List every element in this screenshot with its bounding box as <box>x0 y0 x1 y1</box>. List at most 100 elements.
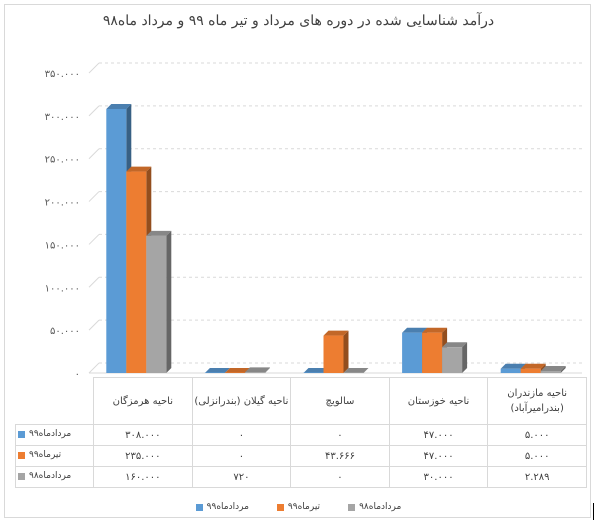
bar-side-2-1 <box>264 367 270 373</box>
legend-swatch-0 <box>195 503 203 511</box>
bar-2-2 <box>343 368 369 373</box>
category-label-4: ناحیه مازندران (بندرامیرآباد) <box>487 377 587 425</box>
table-row: مردادماه۹۹ ۳۰۸.۰۰۰ ۰ ۰ ۴۷.۰۰۰ ۵.۰۰۰ <box>15 424 587 446</box>
bar-2-0 <box>146 230 172 373</box>
text-cursor <box>593 503 594 520</box>
chart-plot: ۰ ۵۰.۰۰۰ ۱۰۰.۰۰۰ ۱۵۰.۰۰۰ ۲۰۰.۰۰۰ ۲۵۰.۰۰۰ ۳۰۰.۰… <box>45 62 582 380</box>
y-tick-label-3: ۱۵۰.۰۰۰ <box>45 240 80 251</box>
data-table: ناحیه هرمزگان ناحیه گیلان (بندرانزلی) سالو… <box>15 377 587 488</box>
table-corner <box>15 377 94 425</box>
gridline-diagonal-5 <box>88 148 100 160</box>
bar-top-2-4 <box>540 366 566 372</box>
series-label-1: تیرماه۹۹ <box>15 445 94 467</box>
data-label-2-4: ۲.۲۸۹ <box>487 466 587 488</box>
bar-top-1-3 <box>422 327 448 333</box>
bar-front-0-0 <box>106 109 127 373</box>
bar-front-0-2 <box>303 372 324 373</box>
bar-0-2 <box>303 368 329 373</box>
bar-front-2-3 <box>442 347 463 373</box>
bar-front-1-3 <box>422 332 443 373</box>
series-swatch-1 <box>18 451 25 459</box>
bar-top-2-0 <box>146 230 172 236</box>
legend-label-2: مردادماه۹۸ <box>359 502 402 512</box>
bar-front-0-4 <box>500 368 521 373</box>
y-tick-label-2: ۱۰۰.۰۰۰ <box>45 283 80 294</box>
category-label-2: سالویچ <box>290 377 390 425</box>
gridline-diagonal-0 <box>88 362 100 374</box>
bar-side-1-2 <box>343 330 349 373</box>
bar-2-3 <box>442 342 468 373</box>
bar-side-2-0 <box>166 230 172 373</box>
bar-top-0-0 <box>106 104 132 109</box>
data-label-0-2: ۰ <box>290 424 390 446</box>
data-label-1-1: ۰ <box>191 445 292 467</box>
gridline-diagonal-4 <box>88 191 100 202</box>
bar-front-1-1 <box>224 372 245 373</box>
bar-front-2-4 <box>540 371 561 373</box>
series-name-0: مردادماه۹۹ <box>29 429 72 440</box>
bar-top-0-2 <box>303 368 329 373</box>
data-label-1-2: ۴۳.۶۶۶ <box>290 445 390 467</box>
data-label-1-0: ۲۳۵.۰۰۰ <box>93 445 193 467</box>
legend-swatch-2 <box>348 503 356 511</box>
series-name-1: تیرماه۹۹ <box>29 450 62 461</box>
series-swatch-2 <box>18 472 25 480</box>
series-name-2: مردادماه۹۸ <box>29 471 72 482</box>
bar-top-1-2 <box>323 330 349 336</box>
category-label-0: ناحیه هرمزگان <box>93 377 193 425</box>
bar-top-2-3 <box>442 342 468 348</box>
bar-1-2 <box>323 330 349 373</box>
series-label-2: مردادماه۹۸ <box>15 466 94 488</box>
table-header-row: ناحیه هرمزگان ناحیه گیلان (بندرانزلی) سالو… <box>15 377 587 425</box>
gridline-diagonal-1 <box>88 319 100 331</box>
data-label-0-4: ۵.۰۰۰ <box>487 424 587 446</box>
bar-top-1-0 <box>126 166 152 172</box>
category-label-3: ناحیه خوزستان <box>388 377 489 425</box>
bar-top-1-4 <box>520 363 546 369</box>
bar-2-1 <box>244 367 270 373</box>
data-label-0-0: ۳۰۸.۰۰۰ <box>93 424 193 446</box>
data-label-2-3: ۳۰.۰۰۰ <box>388 466 489 488</box>
bar-front-1-0 <box>126 171 147 373</box>
legend-swatch-1 <box>276 503 284 511</box>
gridline-diagonal-2 <box>88 276 100 288</box>
bar-front-2-0 <box>146 235 167 373</box>
series-swatch-0 <box>18 430 25 438</box>
data-label-2-0: ۱۶۰.۰۰۰ <box>93 466 193 488</box>
bar-front-1-4 <box>520 368 541 373</box>
bar-front-2-1 <box>244 372 265 373</box>
gridline-diagonal-7 <box>88 62 100 74</box>
legend-entry-2: مردادماه۹۸ <box>348 502 401 512</box>
bar-top-1-1 <box>224 368 250 373</box>
bar-top-2-1 <box>244 367 270 373</box>
bar-front-1-2 <box>323 335 344 373</box>
bar-0-1 <box>204 368 230 373</box>
data-label-0-3: ۴۷.۰۰۰ <box>388 424 489 446</box>
y-tick-label-0: ۰ <box>75 369 80 380</box>
table-row: تیرماه۹۹ ۲۳۵.۰۰۰ ۰ ۴۳.۶۶۶ ۴۷.۰۰۰ ۵.۰۰۰ <box>15 445 587 467</box>
y-tick-label-5: ۲۵۰.۰۰۰ <box>45 155 80 166</box>
data-label-2-2: ۰ <box>290 466 390 488</box>
series-label-0: مردادماه۹۹ <box>15 424 94 446</box>
bar-side-2-3 <box>462 342 468 373</box>
bar-top-2-2 <box>343 368 369 373</box>
data-label-0-1: ۰ <box>191 424 292 446</box>
bar-top-0-4 <box>500 363 526 369</box>
bar-front-2-2 <box>343 372 364 373</box>
bar-front-0-3 <box>402 332 423 373</box>
legend-label-1: تیرماه۹۹ <box>287 502 321 512</box>
legend-entry-1: تیرماه۹۹ <box>276 502 321 512</box>
bar-2-4 <box>540 366 566 373</box>
bar-top-0-3 <box>402 327 428 333</box>
category-label-1: ناحیه گیلان (بندرانزلی) <box>191 377 292 425</box>
bar-side-2-4 <box>560 366 566 373</box>
gridline-diagonal-3 <box>88 234 100 245</box>
y-tick-label-1: ۵۰.۰۰۰ <box>50 326 80 337</box>
data-label-1-4: ۵.۰۰۰ <box>487 445 587 467</box>
gridline-diagonal-6 <box>88 105 100 117</box>
legend: مردادماه۹۹ تیرماه۹۹ مردادماه۹۸ <box>5 502 592 512</box>
chart-frame: درآمد شناسایی شده در دوره های مرداد و تی… <box>4 4 591 518</box>
chart-title: درآمد شناسایی شده در دوره های مرداد و تی… <box>102 13 495 29</box>
y-tick-label-7: ۳۵۰.۰۰۰ <box>45 69 80 80</box>
bar-top-0-1 <box>204 368 230 373</box>
